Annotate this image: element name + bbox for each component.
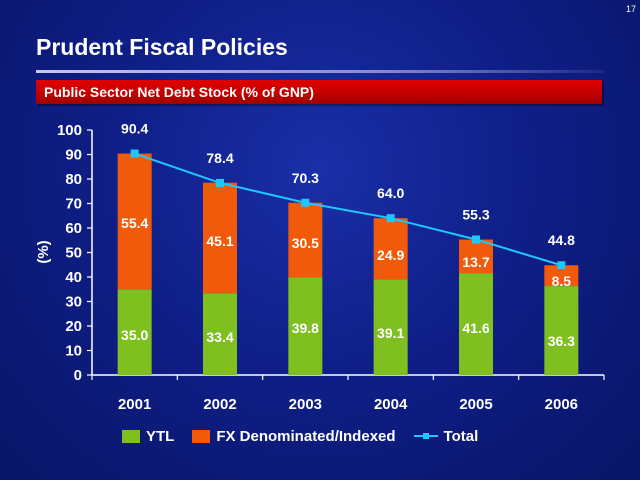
legend-item-ytl: YTL [122, 428, 174, 445]
data-label-ytl: 41.6 [462, 320, 489, 336]
legend-label-ytl: YTL [146, 427, 175, 445]
bar-fx [459, 239, 493, 274]
legend-swatch-fx [192, 429, 211, 443]
data-label-fx: 13.7 [462, 254, 489, 270]
legend-label-fx: FX Denominated/Indexed [216, 427, 396, 445]
subtitle-banner: Public Sector Net Debt Stock (% of GNP) [36, 80, 602, 104]
y-tick-label: 0 [74, 367, 82, 384]
y-tick-label: 100 [57, 122, 82, 139]
x-tick-label: 2006 [545, 396, 578, 413]
bar-ytl [373, 279, 408, 375]
data-label-fx: 45.1 [206, 233, 233, 249]
y-tick-label: 30 [65, 294, 82, 311]
y-tick-label: 10 [65, 343, 82, 360]
bar-ytl [459, 273, 493, 375]
bar-fx [203, 182, 237, 294]
bar-fx [373, 218, 408, 280]
y-tick-label: 90 [65, 147, 82, 164]
total-marker [216, 178, 224, 187]
y-tick-label: 60 [65, 220, 82, 237]
data-label-ytl: 35.0 [121, 327, 148, 343]
data-label-ytl: 36.3 [548, 333, 575, 349]
total-marker [472, 235, 480, 244]
total-marker [301, 198, 310, 207]
x-tick-label: 2003 [289, 396, 322, 413]
page-number: 17 [625, 4, 636, 14]
bar-ytl [203, 293, 237, 375]
data-label-total: 78.4 [206, 150, 233, 166]
data-label-total: 70.3 [292, 170, 319, 186]
data-label-ytl: 33.4 [206, 329, 233, 345]
legend-swatch-ytl [122, 429, 140, 443]
bar-ytl [288, 277, 323, 375]
legend-item-fx: FX Denominated/Indexed [192, 427, 396, 445]
y-tick-label: 50 [65, 245, 82, 262]
total-marker [386, 214, 395, 223]
y-tick-label: 40 [65, 269, 82, 286]
y-axis-label: (%) [35, 240, 52, 263]
title-underline [36, 70, 604, 73]
bar-ytl [117, 289, 152, 375]
bar-fx [288, 202, 323, 278]
data-label-ytl: 39.1 [377, 325, 404, 341]
data-label-ytl: 39.8 [292, 320, 319, 336]
x-tick-label: 2002 [203, 396, 236, 413]
bar-fx [117, 153, 152, 290]
bar-ytl [544, 286, 579, 375]
y-tick-label: 70 [65, 196, 82, 213]
x-tick-label: 2005 [459, 396, 492, 413]
data-label-total: 90.4 [121, 121, 148, 137]
data-label-fx: 24.9 [377, 247, 404, 263]
legend-item-total: Total [413, 427, 479, 445]
bar-fx [544, 265, 579, 287]
x-tick-label: 2001 [118, 396, 151, 413]
x-tick-label: 2004 [374, 396, 408, 413]
legend-swatch-total [413, 430, 438, 442]
total-marker [130, 149, 139, 158]
y-tick-label: 80 [65, 171, 82, 188]
y-tick-label: 20 [65, 318, 82, 335]
data-label-fx: 30.5 [292, 235, 319, 251]
data-label-fx: 55.4 [121, 215, 148, 231]
data-label-total: 44.8 [548, 232, 575, 248]
legend-label-total: Total [443, 427, 479, 445]
chart-subtitle: Public Sector Net Debt Stock (% of GNP) [44, 84, 314, 100]
slide-title: Prudent Fiscal Policies [36, 34, 288, 60]
total-line [134, 152, 562, 267]
chart-legend: YTL FX Denominated/Indexed Total [122, 426, 478, 446]
data-label-total: 64.0 [377, 185, 404, 201]
total-marker [557, 261, 566, 270]
data-label-total: 55.3 [462, 207, 489, 223]
data-label-fx: 8.5 [552, 273, 572, 289]
